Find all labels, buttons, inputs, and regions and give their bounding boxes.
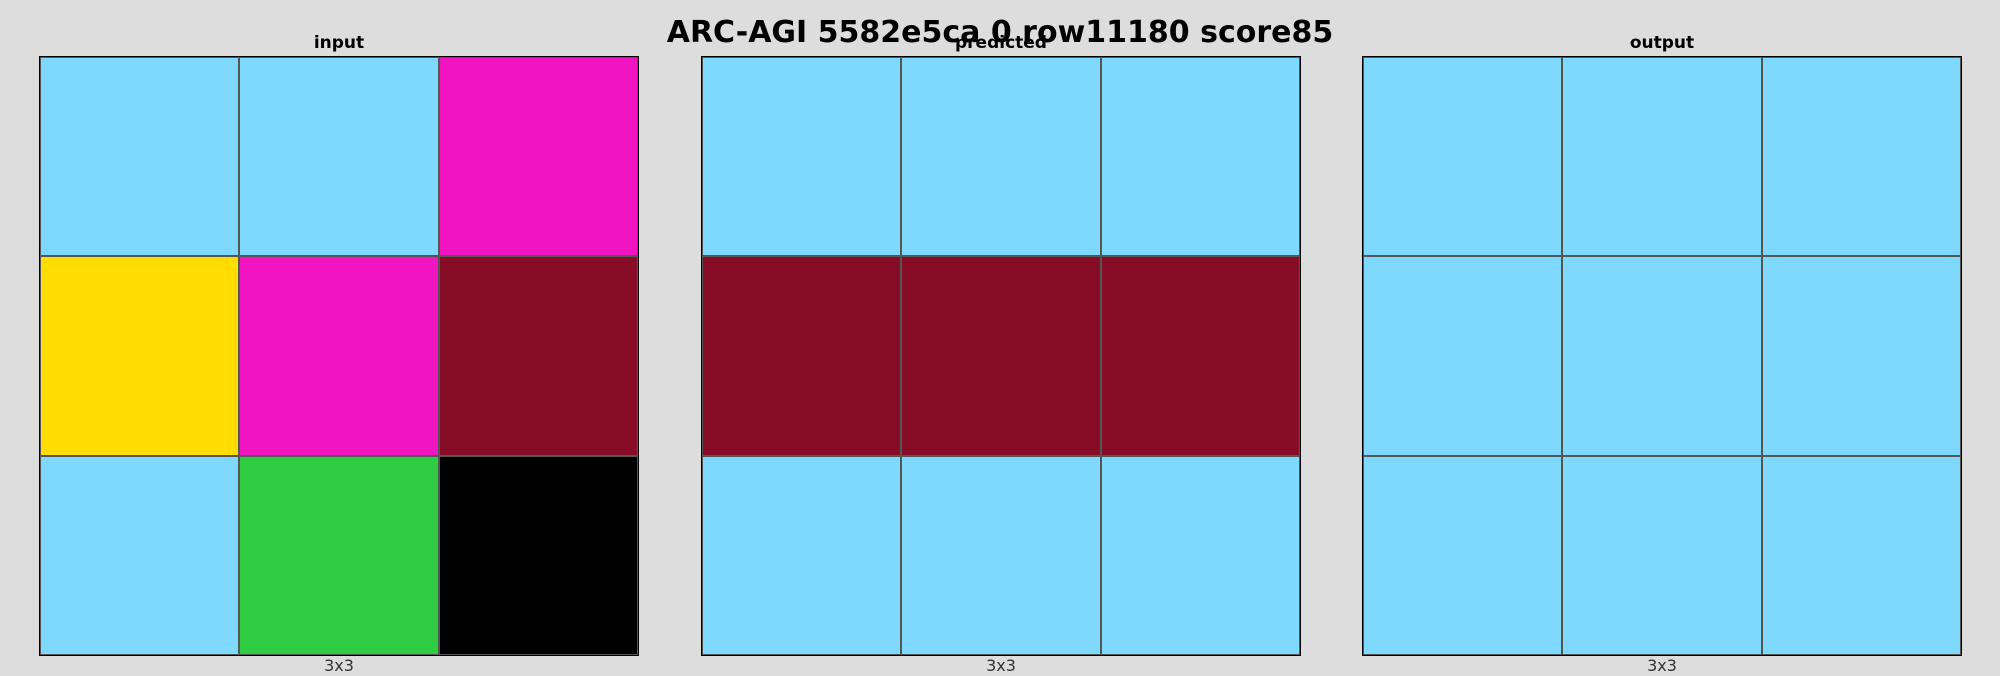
predicted-panel-title: predicted [955,33,1047,53]
output-grid [1362,56,1962,656]
output-panel: output 3x3 [1362,30,1962,676]
grid-cell [1761,57,1961,257]
grid-cell [1100,256,1300,456]
grid-cell [438,455,638,655]
page-title: ARC-AGI 5582e5ca 0 row11180 score85 [666,15,1334,50]
grid-cell [1562,57,1762,257]
input-panel-title: input [313,33,365,53]
grid-cell [702,455,902,655]
grid-cell [1761,455,1961,655]
predicted-panel: predicted 3x3 [701,30,1301,676]
grid-cell [40,57,240,257]
output-grid-size: 3x3 [1647,656,1677,675]
grid-cell [239,256,439,456]
predicted-grid-size: 3x3 [986,656,1016,675]
input-grid [39,56,639,656]
grid-cell [901,455,1101,655]
grid-cell [239,455,439,655]
input-panel: input 3x3 [39,30,639,676]
grid-cell [702,256,902,456]
grid-cell [702,57,902,257]
grid-cell [1363,57,1563,257]
grid-cell [1100,57,1300,257]
grid-cell [40,256,240,456]
predicted-grid [701,56,1301,656]
grid-cell [239,57,439,257]
output-panel-title: output [1629,33,1695,53]
grid-cell [1363,455,1563,655]
grid-cell [1761,256,1961,456]
grid-cell [901,57,1101,257]
grid-cell [1562,256,1762,456]
grid-cell [1363,256,1563,456]
grid-cell [438,57,638,257]
grid-cell [438,256,638,456]
input-grid-size: 3x3 [324,656,354,675]
grid-cell [40,455,240,655]
grid-cell [1562,455,1762,655]
grid-cell [901,256,1101,456]
grid-cell [1100,455,1300,655]
